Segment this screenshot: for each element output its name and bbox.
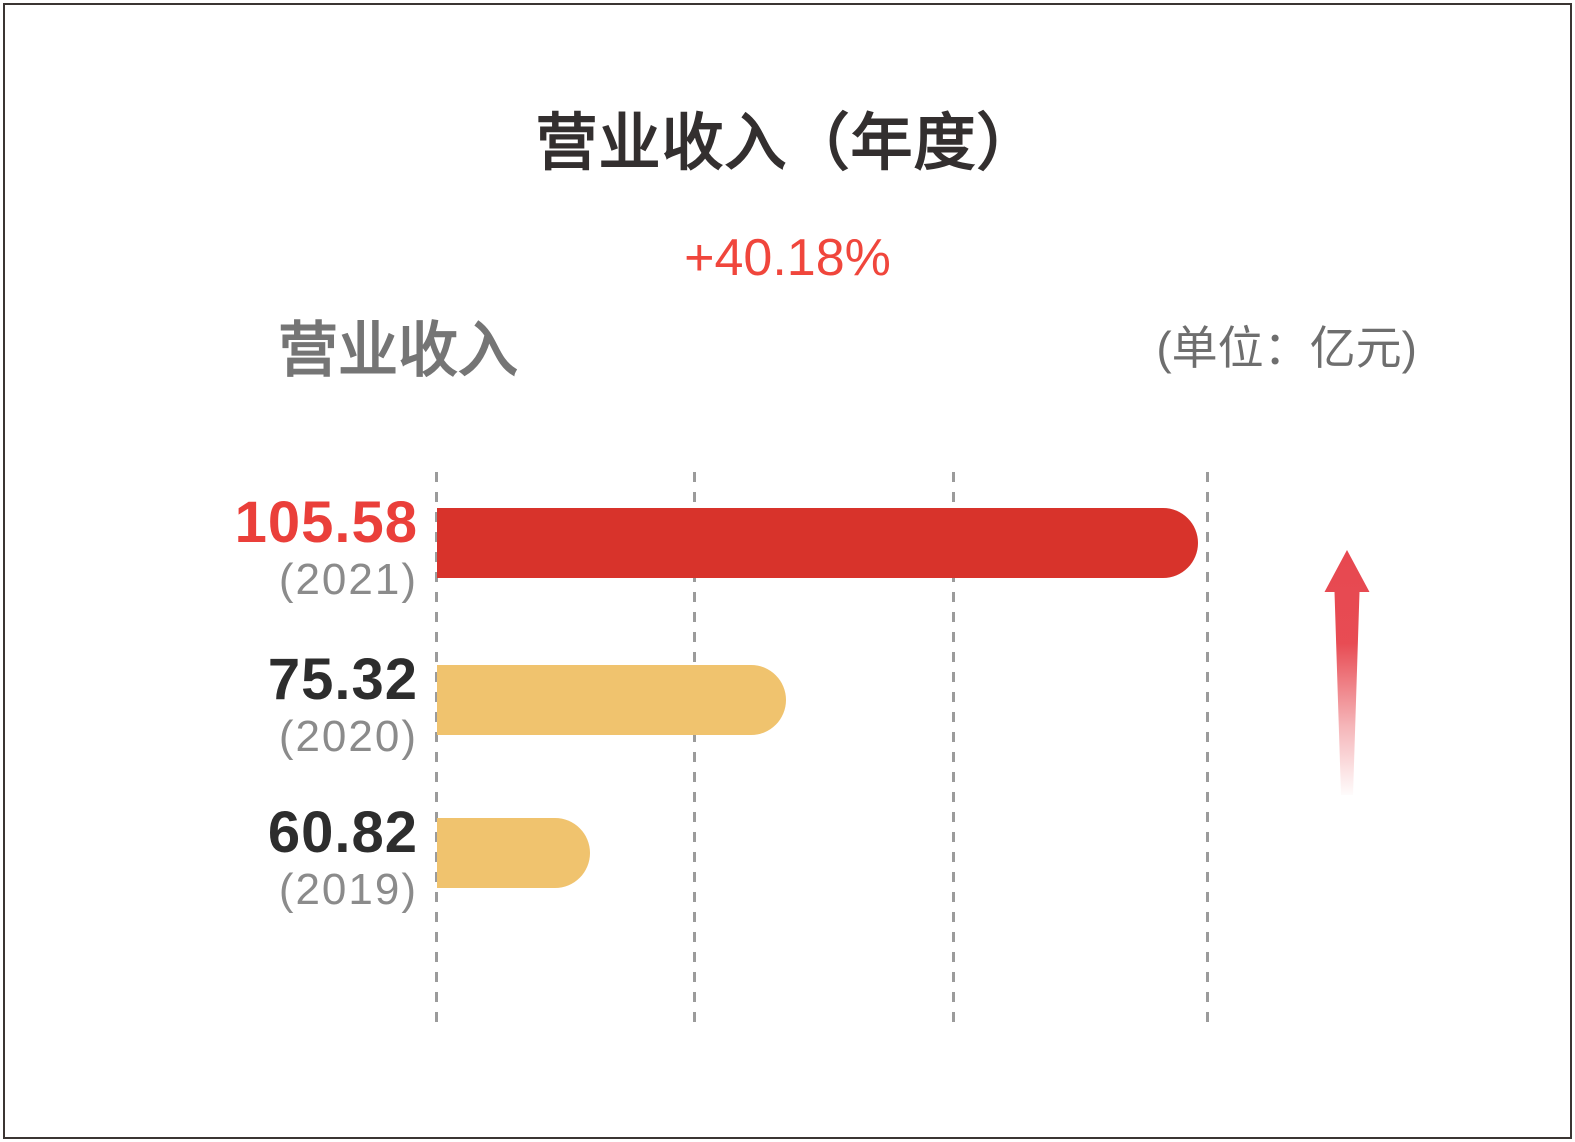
- bar-2019: [437, 818, 590, 888]
- year-2019: (2019): [278, 865, 418, 914]
- gridline-4: [1206, 472, 1209, 1025]
- row-label-2021: 105.58 (2021): [18, 494, 418, 602]
- gridline-1: [435, 472, 438, 1025]
- year-2020: (2020): [278, 712, 418, 761]
- bar-2020: [437, 665, 786, 735]
- year-2021: (2021): [278, 555, 418, 604]
- value-2020: 75.32: [267, 647, 418, 712]
- value-2019: 60.82: [267, 800, 418, 865]
- trend-up-arrow-icon: [1324, 550, 1370, 795]
- gridline-3: [952, 472, 955, 1025]
- gridline-2: [693, 472, 696, 1025]
- row-label-2019: 60.82 (2019): [18, 804, 418, 912]
- growth-percentage-label: +40.18%: [684, 229, 891, 287]
- series-label: 营业收入: [278, 317, 518, 384]
- unit-label: (单位：亿元): [1156, 322, 1417, 374]
- chart-title: 营业收入（年度）: [535, 109, 1040, 178]
- value-2021: 105.58: [234, 490, 418, 555]
- row-label-2020: 75.32 (2020): [18, 651, 418, 759]
- bar-2021: [437, 508, 1198, 578]
